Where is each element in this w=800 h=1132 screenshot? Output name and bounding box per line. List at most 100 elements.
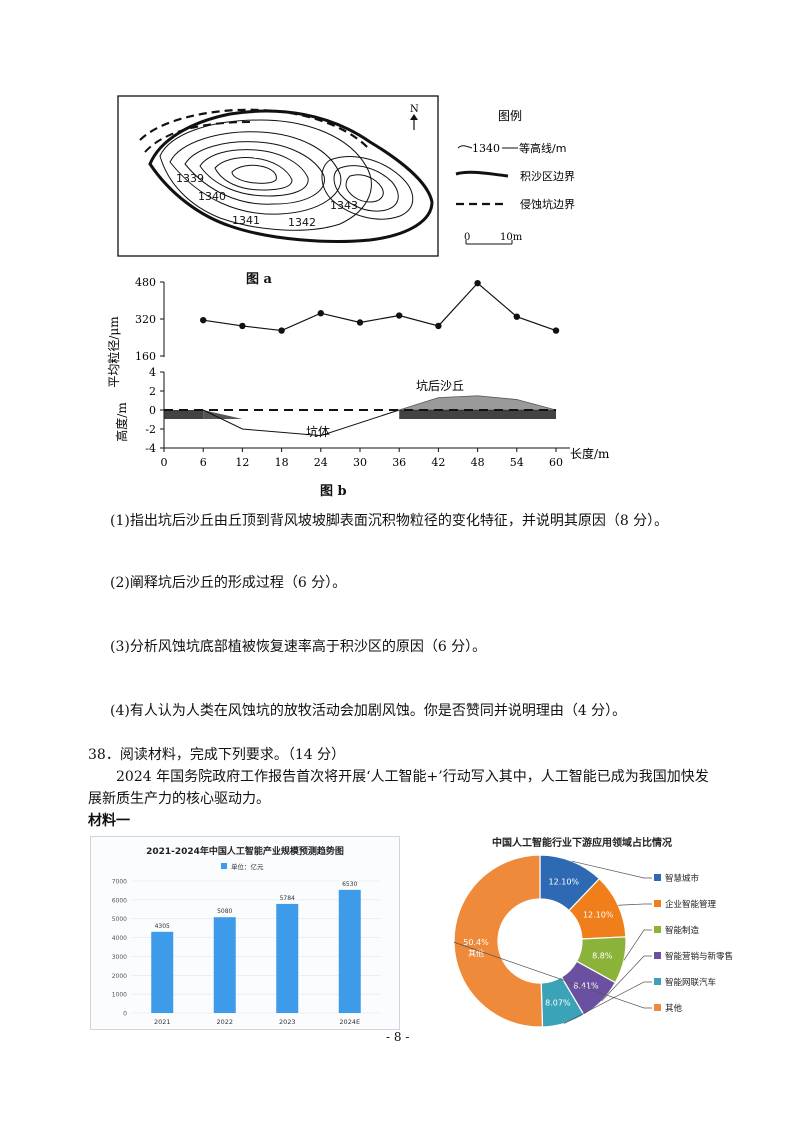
x-tick-label: 42 <box>431 456 445 469</box>
grain-tick-label: 320 <box>135 313 156 326</box>
height-tick-label: -2 <box>145 423 156 436</box>
question-3: (3)分析风蚀坑底部植被恢复速率高于积沙区的原因（6 分）。 <box>110 639 487 655</box>
page-number: - 8 - <box>386 1030 410 1044</box>
legend-contour-label: 等高线/m <box>519 141 566 155</box>
figure-b-caption: 图 b <box>320 484 347 499</box>
pit-boundary <box>139 108 371 151</box>
x-tick-label: 48 <box>471 456 485 469</box>
donut-legend-swatch <box>654 1004 661 1011</box>
material-paragraph-line-1: 2024 年国务院政府工作报告首次将开展‘人工智能+’行动写入其中，人工智能已成… <box>116 769 709 785</box>
height-tick-label: 4 <box>149 366 156 379</box>
x-tick-label: 60 <box>549 456 563 469</box>
pit-label: 坑体 <box>306 424 330 439</box>
question-1: (1)指出坑后沙丘由丘顶到背风坡坡脚表面沉积物粒径的变化特征，并说明其原因（8 … <box>110 513 669 529</box>
bar-chart-title: 2021-2024年中国人工智能产业规模预测趋势图 <box>146 845 344 857</box>
bar-category-label: 2022 <box>216 1018 233 1026</box>
grain-point <box>396 312 403 319</box>
donut-legend-label: 其他 <box>665 1003 683 1014</box>
bar-category-label: 2023 <box>279 1018 296 1026</box>
bar-category-label: 2024E <box>339 1018 360 1026</box>
x-tick-label: 54 <box>510 456 524 469</box>
grain-point <box>278 327 285 334</box>
grain-point <box>200 316 207 324</box>
svg-text:10m: 10m <box>500 232 523 243</box>
contour-label-1340: 1340 <box>198 190 226 203</box>
donut-value-label: 12.10% <box>549 878 580 887</box>
donut-leader-line <box>571 860 652 879</box>
grain-point <box>356 319 364 326</box>
grain-point <box>435 322 442 330</box>
donut-leader-line <box>453 941 652 1009</box>
donut-legend-label: 智慧城市 <box>665 873 700 884</box>
legend-title: 图例 <box>498 109 522 123</box>
grain-point <box>552 327 560 334</box>
donut-legend-label: 智能网联汽车 <box>665 977 716 988</box>
figure-a-map: 1339 1340 1341 1342 1343 N 图例 1340 等高线/m… <box>117 95 575 257</box>
bar-category-label: 2021 <box>154 1018 171 1026</box>
x-tick-label: 18 <box>275 456 289 469</box>
x-tick-label: 24 <box>314 456 328 469</box>
grain-point <box>317 310 324 317</box>
bar-y-tick-label: 4000 <box>112 935 127 942</box>
material-one-label: 材料一 <box>88 813 130 829</box>
donut-legend-swatch <box>654 926 661 933</box>
height-tick-label: -4 <box>145 442 156 455</box>
north-arrow-icon: N <box>410 104 419 130</box>
bar-y-tick-label: 1000 <box>112 992 127 999</box>
donut-title: 中国人工智能行业下游应用领域占比情况 <box>492 836 672 849</box>
map-frame <box>117 95 439 257</box>
donut-legend-swatch <box>654 978 661 985</box>
contour-label-1342: 1342 <box>288 216 316 229</box>
donut-value-label: 50.4% <box>463 938 489 947</box>
bar-y-tick-label: 0 <box>123 1011 127 1018</box>
pit-profile-line <box>202 409 400 437</box>
donut-legend-swatch <box>654 874 661 881</box>
bar-y-tick-label: 7000 <box>112 879 127 886</box>
bar-y-tick-label: 6000 <box>112 897 127 904</box>
bar-chart: 2021-2024年中国人工智能产业规模预测趋势图 单位：亿元 7000 6000… <box>112 845 381 1026</box>
donut-chart: 中国人工智能行业下游应用领域占比情况 12.10% 12.10% 8.8% 8.41%… <box>453 836 733 1028</box>
height-ylabel: 高度/m <box>114 402 129 442</box>
x-tick-label: 0 <box>161 456 168 469</box>
donut-leader-line <box>563 981 652 1024</box>
grain-point <box>513 313 520 320</box>
donut-legend-swatch <box>654 952 661 959</box>
bar-y-tick-label: 3000 <box>112 954 127 961</box>
contour-lines <box>159 119 414 231</box>
grain-series-line <box>203 282 557 332</box>
legend-pit-label: 侵蚀坑边界 <box>520 197 575 211</box>
grain-ylabel: 平均粒径/μm <box>106 316 121 388</box>
bar-value-label: 4305 <box>155 923 170 930</box>
contour-label-1341: 1341 <box>232 214 260 227</box>
bar-y-tick-label: 5000 <box>112 916 127 923</box>
donut-leader-line <box>618 903 652 906</box>
contour-label-1339: 1339 <box>176 172 204 185</box>
ground-band-left <box>164 410 204 419</box>
donut-value-label: 8.41% <box>573 982 599 991</box>
donut-legend-label: 企业智能管理 <box>665 899 717 910</box>
donut-legend-label: 智能制造 <box>665 925 700 936</box>
bar <box>338 889 361 1013</box>
donut-legend-swatch <box>654 900 661 907</box>
bar-value-label: 5080 <box>217 908 232 915</box>
svg-text:N: N <box>410 104 419 115</box>
question-38-heading: 38．阅读材料，完成下列要求。（14 分） <box>88 747 346 763</box>
contour-label-1343: 1343 <box>330 199 358 212</box>
legend-deposit-label: 积沙区边界 <box>520 170 575 183</box>
deposit-boundary <box>148 109 434 243</box>
donut-legend-label: 智能营销与新零售 <box>665 951 733 962</box>
bar <box>276 903 299 1013</box>
scale-bar: 0 10m <box>464 232 523 245</box>
bar-chart-panel: 2021-2024年中国人工智能产业规模预测趋势图 单位：亿元 7000 6000… <box>90 836 400 1030</box>
material-paragraph-line-2: 展新质生产力的核心驱动力。 <box>88 791 270 807</box>
height-tick-label: 2 <box>149 385 156 398</box>
donut-value-label: 8.8% <box>592 951 613 960</box>
question-4: (4)有人认为人类在风蚀坑的放牧活动会加剧风蚀。你是否赞同并说明理由（4 分）。 <box>110 703 627 719</box>
height-tick-label: 0 <box>149 404 156 417</box>
bar-y-tick-label: 2000 <box>112 973 127 980</box>
donut-value-label: 8.07% <box>545 998 571 1007</box>
svg-text:0: 0 <box>464 232 470 243</box>
x-tick-label: 6 <box>200 456 207 469</box>
grain-point <box>239 322 246 330</box>
donut-leader-line <box>601 955 652 1002</box>
